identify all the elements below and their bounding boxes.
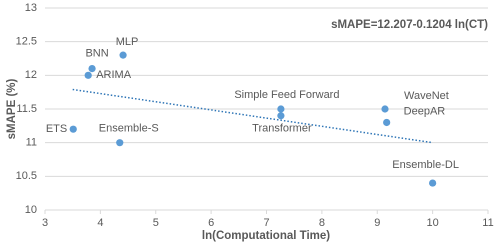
point-label: WaveNet [404, 90, 449, 102]
equation: sMAPE=12.207-0.1204 ln(CT) [331, 19, 488, 31]
x-tick-label: 3 [42, 217, 48, 229]
point-label: Ensemble-S [99, 123, 159, 135]
y-tick-label: 10.5 [16, 170, 37, 182]
y-tick-label: 11.5 [16, 103, 37, 115]
x-tick-label: 11 [482, 217, 493, 229]
x-tick-label: 9 [374, 217, 380, 229]
point [119, 51, 127, 59]
point-label: BNN [85, 48, 108, 60]
x-tick-label: 5 [153, 217, 159, 229]
point-label: Ensemble-DL [392, 159, 459, 171]
point [381, 105, 389, 113]
point [277, 112, 285, 120]
y-tick-label: 13 [25, 2, 37, 14]
x-tick-label: 6 [208, 217, 214, 229]
x-axis-title: ln(Computational Time) [202, 230, 330, 242]
point-label: MLP [116, 36, 139, 48]
point-label: ARIMA [96, 69, 132, 81]
point [84, 71, 92, 79]
y-axis-title: sMAPE (%) [6, 78, 18, 139]
point [69, 125, 77, 133]
x-tick-label: 4 [97, 217, 103, 229]
y-tick-label: 12.5 [16, 36, 37, 48]
point [277, 105, 285, 113]
x-tick-label: 10 [427, 217, 439, 229]
trendline [72, 88, 433, 144]
point [116, 139, 124, 147]
point-label: ETS [46, 123, 67, 135]
y-tick-label: 11 [26, 137, 37, 149]
point-label: DeepAR [404, 105, 446, 117]
point [383, 118, 391, 127]
point [429, 179, 437, 187]
point-label: Simple Feed Forward [234, 89, 339, 101]
y-tick-label: 12 [25, 69, 37, 81]
point [88, 65, 96, 73]
point-label: Transformer [252, 123, 312, 135]
x-tick-label: 7 [263, 217, 269, 229]
y-tick-label: 10 [25, 204, 37, 216]
x-tick-label: 8 [319, 217, 325, 229]
